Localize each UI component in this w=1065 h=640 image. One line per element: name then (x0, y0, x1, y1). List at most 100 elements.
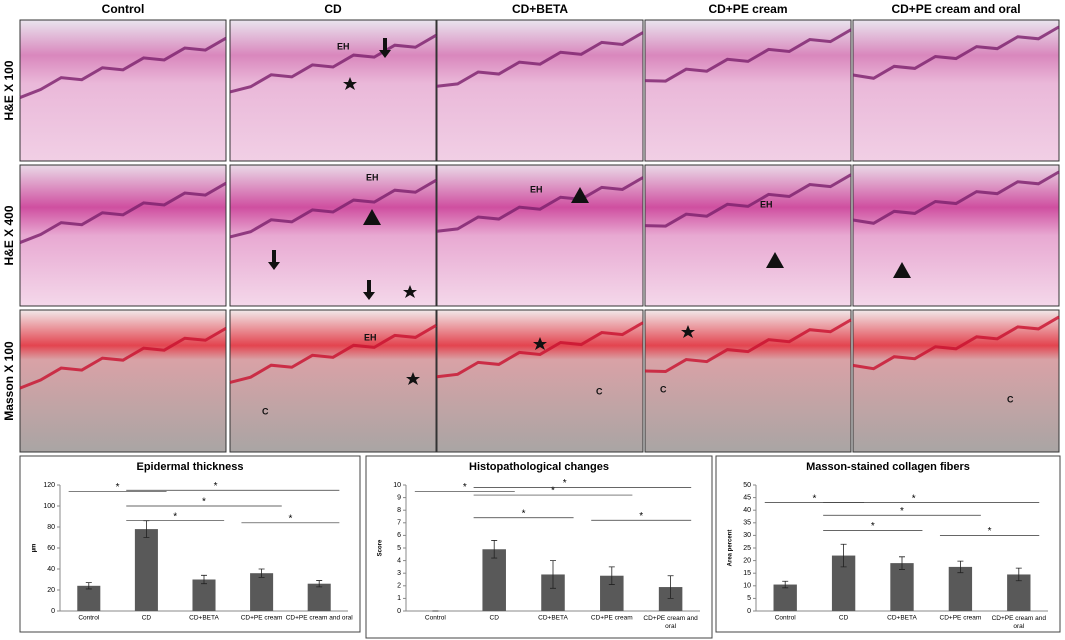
column-header: CD+PE cream (708, 2, 787, 16)
histology-image (229, 19, 437, 162)
significance-label: * (988, 526, 992, 537)
epidermis (229, 324, 437, 384)
epidermis (19, 327, 227, 390)
bar (831, 555, 856, 611)
y-tick-label: 45 (743, 494, 751, 501)
significance-label: * (463, 482, 467, 493)
triangle-markers (363, 187, 911, 278)
error-bar (608, 566, 615, 585)
error-bar (201, 574, 207, 585)
epidermis (644, 318, 852, 374)
y-tick-label: 25 (743, 545, 751, 552)
error-bar (782, 580, 789, 589)
y-tick-label: 120 (43, 482, 55, 489)
annotation: EH (366, 172, 379, 182)
annotation: EH (337, 41, 350, 51)
y-tick-label: 5 (397, 545, 401, 552)
epidermis (852, 315, 1060, 371)
chart-title: Epidermal thickness (137, 461, 244, 473)
significance-label: * (173, 511, 177, 522)
y-tick-label: 8 (397, 507, 401, 514)
x-tick-label: CD+PE cream and oral (286, 615, 354, 622)
x-tick-label: CD+PE cream and oral (992, 615, 1047, 630)
epidermis (852, 25, 1060, 80)
x-tick-label: CD (839, 615, 849, 622)
y-tick-label: 100 (43, 503, 55, 510)
y-tick-label: 40 (743, 507, 751, 514)
epidermis (19, 181, 227, 244)
row-label: H&E X 100 (2, 60, 16, 120)
error-bar (1015, 567, 1022, 582)
epidermis (19, 36, 227, 99)
annotation: EH (364, 332, 377, 342)
annotation: C (596, 386, 603, 396)
error-bar (550, 560, 556, 589)
epidermis (436, 321, 644, 379)
annotation: C (262, 406, 269, 416)
epidermis (229, 179, 437, 239)
significance-label: * (288, 513, 292, 524)
bar (77, 585, 101, 611)
error-bar (491, 540, 498, 559)
histology-image (852, 19, 1060, 162)
x-tick-label: CD+PE cream and oral (643, 615, 698, 630)
bar (890, 563, 914, 611)
epidermis (852, 170, 1060, 225)
x-tick-label: Control (425, 615, 447, 622)
chart-frame (365, 455, 713, 639)
y-tick-label: 1 (397, 595, 401, 602)
error-bar (899, 556, 905, 570)
epidermis (436, 176, 644, 233)
chart-frame (19, 455, 361, 633)
epidermis (229, 34, 437, 94)
x-tick-label: CD+BETA (538, 615, 568, 622)
histology-image (644, 19, 852, 162)
significance-label: * (812, 493, 816, 504)
histology-image (19, 309, 227, 453)
y-tick-label: 0 (747, 608, 751, 615)
error-bar (85, 582, 92, 590)
histology-image (229, 309, 437, 453)
x-tick-label: CD (490, 615, 500, 622)
significance-label: * (116, 482, 120, 493)
y-axis-label: Area percent (728, 530, 734, 567)
histology-image (852, 309, 1060, 453)
epidermis (644, 28, 852, 83)
column-header: CD (324, 2, 342, 16)
significance-label: * (551, 486, 555, 497)
y-tick-label: 30 (743, 532, 751, 539)
y-tick-label: 2 (397, 583, 401, 590)
bar (600, 575, 624, 611)
y-tick-label: 0 (397, 608, 401, 615)
x-tick-label: Control (775, 615, 797, 622)
histology-image (644, 309, 852, 453)
bar (250, 573, 274, 611)
x-tick-label: CD+BETA (887, 615, 917, 622)
y-tick-label: 15 (743, 570, 751, 577)
bar (658, 587, 683, 611)
column-header: Control (102, 2, 145, 16)
y-tick-label: 9 (397, 494, 401, 501)
chart-title: Masson-stained collagen fibers (806, 461, 970, 473)
bar (307, 583, 331, 611)
histology-image (19, 164, 227, 307)
chart-title: Histopathological changes (469, 461, 609, 473)
y-axis-label: µm (32, 544, 38, 553)
x-tick-label: CD+PE cream (241, 615, 283, 622)
y-tick-label: 35 (743, 520, 751, 527)
significance-label: * (563, 478, 567, 489)
y-tick-label: 0 (51, 608, 55, 615)
error-bar (667, 575, 674, 599)
bar (482, 549, 506, 611)
y-tick-label: 20 (743, 557, 751, 564)
charts: Epidermal thicknessµm020406080100120Cont… (19, 455, 1061, 639)
x-tick-label: Control (78, 615, 100, 622)
histology-image (852, 164, 1060, 307)
histology-image (19, 19, 227, 162)
row-label: H&E X 400 (2, 205, 16, 265)
annotation: C (1007, 394, 1014, 404)
x-tick-label: CD+PE cream (591, 615, 633, 622)
bar (541, 574, 565, 611)
error-bar (258, 568, 265, 578)
